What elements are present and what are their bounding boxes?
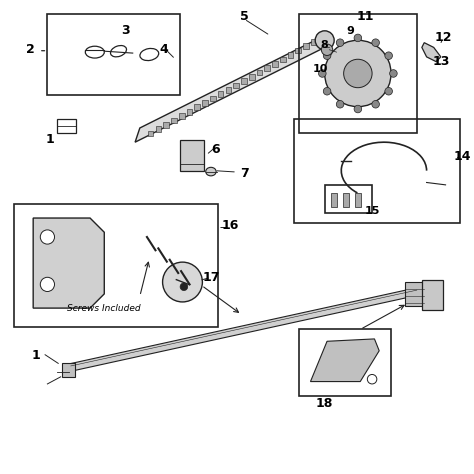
Circle shape — [323, 88, 331, 95]
Bar — [343, 193, 349, 207]
Circle shape — [354, 105, 362, 113]
Bar — [164, 122, 169, 128]
Text: 13: 13 — [432, 55, 449, 68]
Circle shape — [323, 52, 331, 60]
Text: 3: 3 — [121, 24, 130, 37]
Bar — [303, 44, 309, 49]
Circle shape — [325, 40, 391, 107]
Text: 2: 2 — [27, 43, 35, 56]
Circle shape — [337, 39, 344, 46]
Bar — [422, 280, 443, 310]
Circle shape — [390, 70, 397, 77]
Bar — [155, 126, 161, 132]
Bar — [179, 113, 184, 119]
Bar — [202, 100, 208, 106]
Bar — [264, 65, 270, 71]
Bar — [405, 282, 424, 306]
Text: Screws Included: Screws Included — [67, 304, 141, 312]
Text: 1: 1 — [31, 349, 40, 362]
Circle shape — [344, 59, 372, 88]
Circle shape — [385, 52, 392, 60]
Polygon shape — [310, 339, 379, 382]
Text: 6: 6 — [211, 143, 220, 156]
Circle shape — [354, 34, 362, 42]
Circle shape — [321, 44, 333, 55]
Bar — [171, 118, 177, 123]
Text: 4: 4 — [159, 43, 168, 56]
Circle shape — [372, 100, 379, 108]
Polygon shape — [70, 288, 418, 371]
Circle shape — [40, 230, 55, 244]
Bar — [57, 118, 76, 133]
Text: 11: 11 — [356, 10, 374, 23]
Bar — [241, 78, 247, 84]
Bar — [331, 193, 337, 207]
Bar — [233, 82, 239, 88]
Bar — [249, 74, 255, 80]
Text: 10: 10 — [312, 64, 328, 74]
Bar — [280, 56, 286, 62]
Bar — [256, 70, 262, 75]
Bar — [288, 52, 293, 58]
Bar — [187, 109, 192, 115]
Ellipse shape — [206, 167, 216, 176]
Circle shape — [319, 70, 326, 77]
Bar — [295, 48, 301, 54]
Text: 9: 9 — [347, 26, 355, 36]
Circle shape — [372, 39, 379, 46]
Text: 8: 8 — [321, 40, 328, 50]
Circle shape — [40, 277, 55, 292]
Bar — [210, 96, 216, 101]
Text: 14: 14 — [454, 150, 471, 163]
Text: 18: 18 — [316, 397, 333, 410]
Circle shape — [163, 262, 202, 302]
Text: 15: 15 — [365, 206, 380, 216]
Bar — [272, 61, 278, 66]
Bar — [180, 140, 204, 171]
Bar — [62, 363, 75, 377]
Bar — [194, 104, 200, 110]
Circle shape — [367, 374, 377, 384]
Bar — [218, 91, 223, 97]
Bar — [311, 39, 317, 45]
Circle shape — [337, 100, 344, 108]
Text: 17: 17 — [202, 271, 219, 284]
Circle shape — [180, 283, 188, 291]
Text: 1: 1 — [46, 133, 54, 146]
Text: 12: 12 — [435, 31, 452, 45]
Circle shape — [385, 88, 392, 95]
Text: 7: 7 — [240, 166, 248, 180]
Bar — [355, 193, 361, 207]
Text: 16: 16 — [221, 219, 238, 232]
Text: 5: 5 — [240, 10, 248, 23]
Ellipse shape — [315, 31, 334, 50]
Polygon shape — [33, 218, 104, 308]
Polygon shape — [135, 33, 329, 142]
Bar — [148, 131, 154, 137]
Bar — [226, 87, 231, 93]
Polygon shape — [422, 43, 441, 62]
